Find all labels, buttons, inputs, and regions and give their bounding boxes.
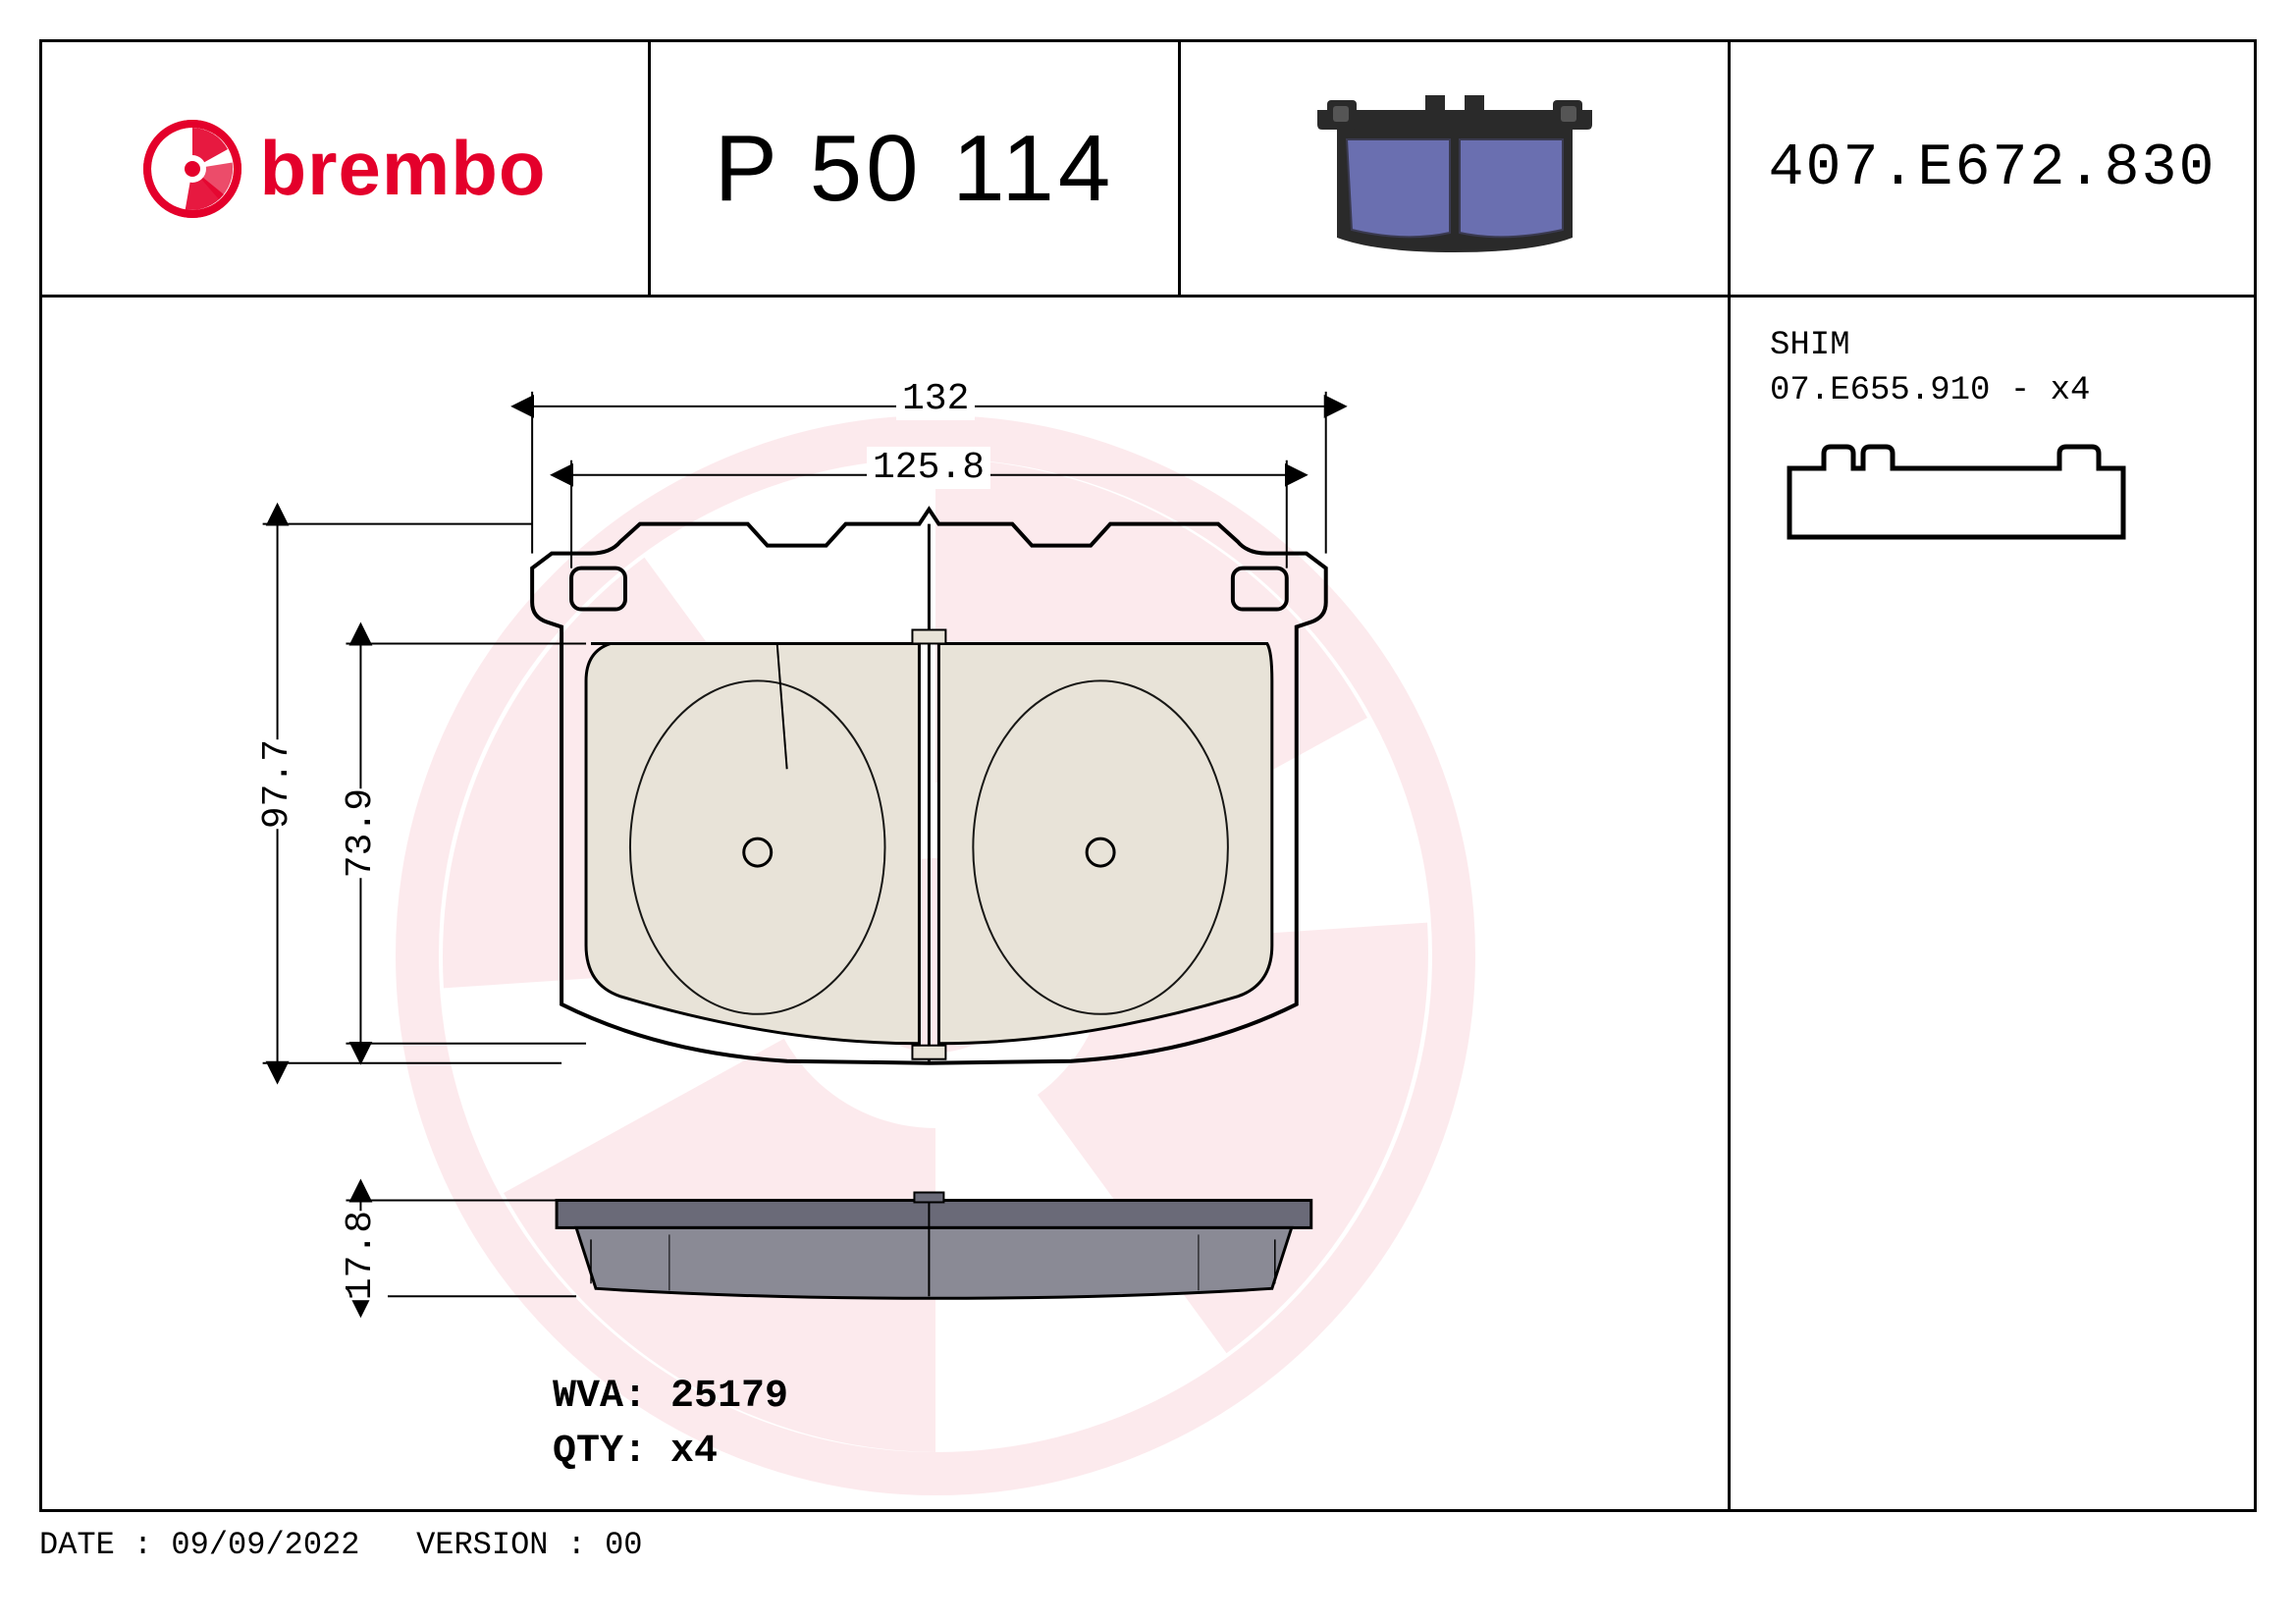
brembo-icon xyxy=(143,120,241,218)
main-diagram-panel: 132 125.8 97.7 73.9 17.8 WVA: 25179 QTY:… xyxy=(42,298,1731,1509)
shim-title: SHIM xyxy=(1770,327,2215,364)
front-view xyxy=(532,510,1326,1063)
footer-version-value: 00 xyxy=(605,1527,642,1563)
dim-width-outer: 132 xyxy=(896,378,975,420)
shim-panel: SHIM 07.E655.910 - x4 xyxy=(1731,298,2254,1509)
product-thumbnail xyxy=(1298,71,1612,267)
wva-label: WVA: xyxy=(553,1375,647,1419)
logo-cell: brembo xyxy=(42,42,651,295)
wva-qty-block: WVA: 25179 QTY: x4 xyxy=(553,1370,788,1480)
header-row: brembo P 50 114 4 xyxy=(42,42,2254,298)
secondary-code: 407.E672.830 xyxy=(1768,135,2216,202)
brand-name: brembo xyxy=(259,124,546,213)
datasheet-frame: brembo P 50 114 4 xyxy=(39,39,2257,1512)
product-image-cell xyxy=(1181,42,1731,295)
qty-label: QTY: xyxy=(553,1430,647,1474)
footer-date-value: 09/09/2022 xyxy=(171,1527,359,1563)
footer-version-label: VERSION : xyxy=(416,1527,586,1563)
side-view xyxy=(557,1192,1311,1298)
shim-icon xyxy=(1770,429,2143,557)
footer-date-label: DATE : xyxy=(39,1527,152,1563)
secondary-code-cell: 407.E672.830 xyxy=(1731,42,2254,295)
brand-logo: brembo xyxy=(143,120,546,218)
dim-height-outer: 97.7 xyxy=(250,739,304,829)
shim-code: 07.E655.910 - x4 xyxy=(1770,372,2215,409)
dim-height-inner: 73.9 xyxy=(334,788,388,878)
wva-value: 25179 xyxy=(670,1375,788,1419)
body-row: 132 125.8 97.7 73.9 17.8 WVA: 25179 QTY:… xyxy=(42,298,2254,1509)
part-number: P 50 114 xyxy=(715,115,1114,223)
qty-value: x4 xyxy=(670,1430,718,1474)
part-number-cell: P 50 114 xyxy=(651,42,1181,295)
footer: DATE : 09/09/2022 VERSION : 00 xyxy=(39,1527,643,1563)
dim-width-inner: 125.8 xyxy=(867,447,990,489)
dim-thickness: 17.8 xyxy=(334,1211,388,1300)
